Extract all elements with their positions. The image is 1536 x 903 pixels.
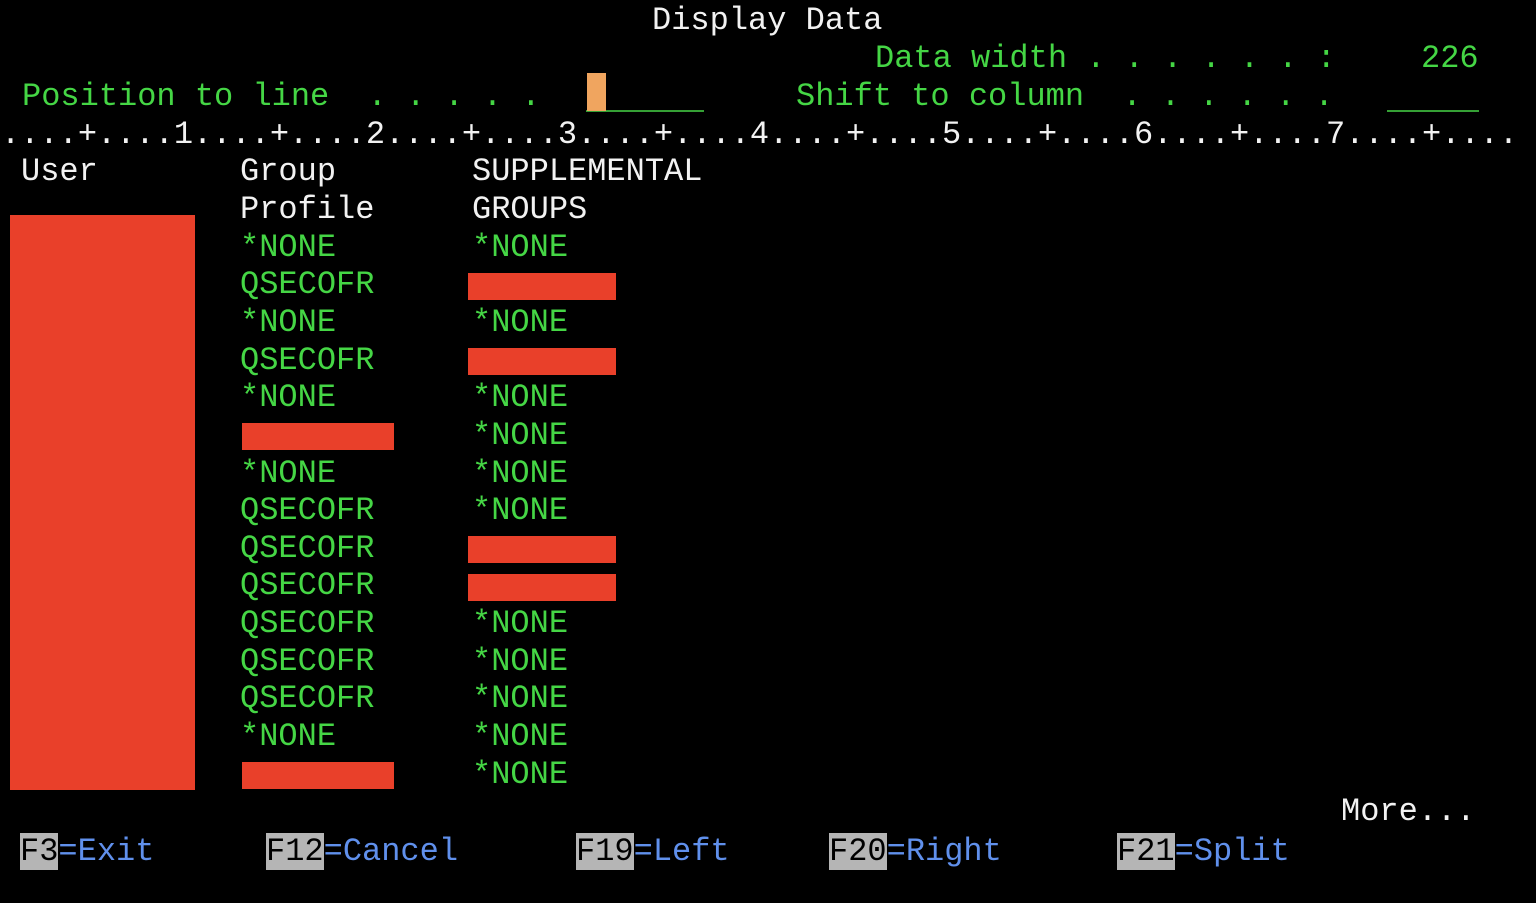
supplemental-groups-cell: *NONE (472, 304, 569, 341)
fkey-label: =Exit (58, 833, 155, 870)
group-profile-cell: QSECOFR (240, 492, 375, 530)
page-title: Display Data (652, 2, 883, 39)
fkey-badge: F21 (1117, 833, 1175, 870)
user-column-redaction-block (10, 215, 195, 790)
column-header-supplemental: SUPPLEMENTAL (472, 153, 703, 190)
supplemental-groups-cell: *NONE (472, 228, 569, 266)
group-profile-cell: *NONE (240, 228, 337, 266)
column-header-group: Group (240, 153, 337, 190)
group-profile-cell: QSECOFR (240, 605, 375, 642)
redaction-block (468, 272, 616, 300)
column-header-profile: Profile (240, 191, 375, 228)
supplemental-groups-cell: *NONE (472, 755, 569, 793)
supplemental-groups-cell: *NONE (472, 680, 569, 718)
fkey-badge: F20 (829, 833, 887, 870)
fkey-label: =Left (633, 833, 730, 870)
group-profile-cell: *NONE (240, 717, 337, 755)
supplemental-groups-cell: *NONE (472, 717, 569, 755)
column-header-groups: GROUPS (472, 191, 588, 228)
fkey-badge: F19 (576, 833, 634, 870)
fkey-label: =Right (886, 833, 1002, 870)
fkey-badge: F12 (266, 833, 324, 870)
column-ruler: ....+....1....+....2....+....3....+....4… (1, 116, 1519, 153)
fkey-f19[interactable]: F19=Left (576, 833, 730, 871)
fkey-f20[interactable]: F20=Right (829, 833, 1002, 871)
data-width-label: Data width . . . . . . : (875, 40, 1336, 77)
group-profile-cell: QSECOFR (240, 341, 375, 379)
data-width-value: 226 (1421, 40, 1479, 77)
group-profile-cell: QSECOFR (240, 567, 375, 605)
fkey-f21[interactable]: F21=Split (1117, 833, 1290, 871)
fkey-f3[interactable]: F3=Exit (20, 833, 154, 871)
supplemental-groups-cell: *NONE (472, 492, 569, 530)
group-profile-cell: QSECOFR (240, 642, 375, 680)
fkey-label: =Cancel (323, 833, 459, 870)
group-profile-cell: QSECOFR (240, 680, 375, 718)
fkey-badge: F3 (20, 833, 59, 870)
supplemental-groups-cell: *NONE (472, 379, 569, 417)
redaction-block (468, 348, 616, 376)
group-profile-cell: *NONE (240, 379, 337, 417)
text-cursor (587, 73, 606, 111)
group-profile-cell: QSECOFR (240, 266, 375, 304)
supplemental-groups-cell: *NONE (472, 605, 569, 642)
group-profile-cell: *NONE (240, 304, 337, 341)
redaction-block (468, 573, 616, 601)
redaction-block (242, 762, 394, 789)
fkey-f12[interactable]: F12=Cancel (266, 833, 458, 871)
more-indicator: More... (1341, 793, 1476, 830)
supplemental-groups-cell: *NONE (472, 416, 569, 454)
group-profile-cell: *NONE (240, 454, 337, 492)
position-to-line-label: Position to line . . . . . (22, 78, 541, 115)
fkey-label: =Split (1174, 833, 1290, 870)
redaction-block (468, 536, 616, 564)
shift-to-column-label: Shift to column . . . . . . (796, 78, 1334, 115)
supplemental-groups-cell: *NONE (472, 454, 569, 492)
position-to-line-input[interactable] (586, 110, 704, 112)
shift-to-column-input[interactable] (1387, 110, 1479, 112)
supplemental-groups-cell: *NONE (472, 642, 569, 680)
group-profile-cell: QSECOFR (240, 529, 375, 567)
column-header-user: User (21, 153, 98, 190)
redaction-block (242, 423, 394, 451)
